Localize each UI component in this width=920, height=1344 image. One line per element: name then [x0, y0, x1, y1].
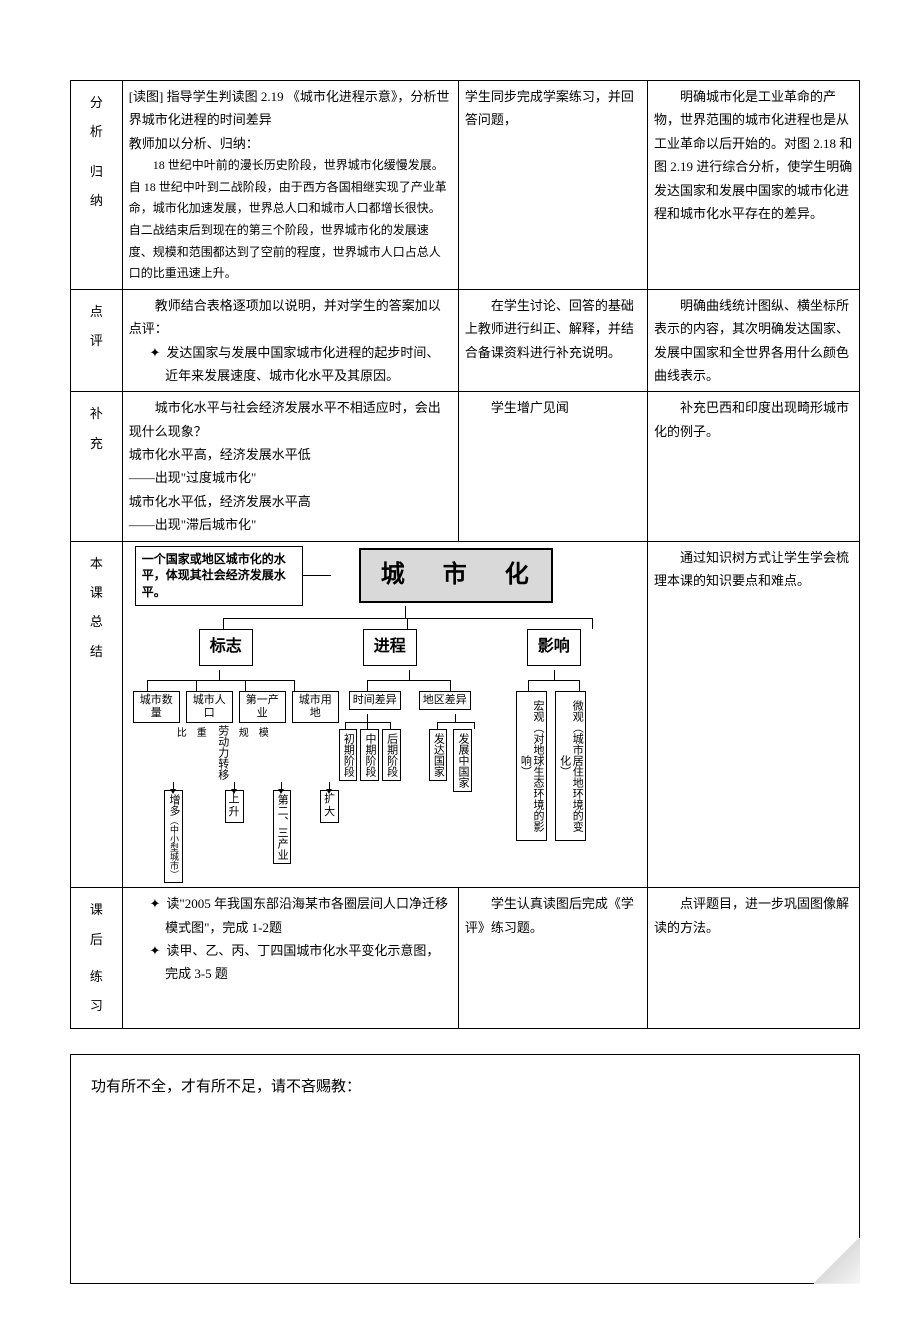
box-early: 初期阶段 — [339, 729, 358, 781]
box-late: 后期阶段 — [382, 729, 401, 781]
txt-bizhong: 比 重 — [177, 725, 207, 743]
row-label-supplement: 补 充 — [71, 392, 123, 541]
row-label-analysis: 分 析 归 纳 — [71, 81, 123, 290]
feedback-prompt: 功有所不全，才有所不足，请不吝赐教： — [91, 1078, 361, 1095]
row-homework: 课 后 练 习 读"2005 年我国东部沿海某市各圈层间人口净迁移模式图"，完成… — [71, 888, 860, 1029]
box-developed: 发达国家 — [429, 729, 448, 781]
box-time-diff: 时间差异 — [349, 691, 401, 710]
feedback-box: 功有所不全，才有所不足，请不吝赐教： — [70, 1054, 860, 1284]
row-label-review: 点 评 — [71, 289, 123, 392]
row-supplement: 补 充 城市化水平与社会经济发展水平不相适应时，会出现什么现象？ 城市化水平高，… — [71, 392, 860, 541]
box-macro: 宏观（对地球生态环境的影响） — [516, 691, 547, 841]
box-primary-ind: 第一产业 — [239, 691, 286, 723]
summary-diagram-cell: 一个国家或地区城市化的水平，体现其社会经济发展水平。 城 市 化 标志 进程 影… — [122, 541, 647, 888]
design-intent: 明确城市化是工业革命的产物，世界范围的城市化进程也是从工业革命以后开始的。对图 … — [648, 81, 860, 290]
design-intent: 点评题目，进一步巩固图像解读的方法。 — [648, 888, 860, 1029]
diamond-icon — [150, 345, 167, 360]
knowledge-tree-diagram: 一个国家或地区城市化的水平，体现其社会经济发展水平。 城 市 化 标志 进程 影… — [129, 546, 641, 884]
box-micro: 微观（城市居住地环境的变化） — [555, 691, 586, 841]
row-analysis: 分 析 归 纳 [读图] 指导学生判读图 2.19 《城市化进程示意》，分析世界… — [71, 81, 860, 290]
teacher-activity: 城市化水平与社会经济发展水平不相适应时，会出现什么现象？ 城市化水平高，经济发展… — [122, 392, 458, 541]
lesson-plan-table: 分 析 归 纳 [读图] 指导学生判读图 2.19 《城市化进程示意》，分析世界… — [70, 80, 860, 1029]
box-city-count: 城市数量 — [133, 691, 180, 723]
box-23ind: 第二、三产业 — [273, 790, 292, 864]
box-city-pop: 城市人口 — [186, 691, 233, 723]
diagram-title: 城 市 化 — [359, 548, 553, 603]
design-intent: 补充巴西和印度出现畸形城市化的例子。 — [648, 392, 860, 541]
student-activity: 学生认真读图后完成《学评》练习题。 — [458, 888, 647, 1029]
head-yingxiang: 影响 — [527, 629, 581, 666]
txt-guimo: 规 模 — [239, 725, 269, 743]
student-activity: 学生同步完成学案练习，并回答问题， — [458, 81, 647, 290]
page-corner-fold-icon — [814, 1238, 860, 1284]
read-figure-tag: [读图] — [129, 89, 164, 104]
box-area-diff: 地区差异 — [419, 691, 471, 710]
row-review: 点 评 教师结合表格逐项加以说明，并对学生的答案加以点评： 发达国家与发展中国家… — [71, 289, 860, 392]
teacher-activity: 读"2005 年我国东部沿海某市各圈层间人口净迁移模式图"，完成 1-2题 读甲… — [122, 888, 458, 1029]
box-rise: 上升 — [225, 790, 244, 822]
student-activity: 在学生讨论、回答的基础上教师进行纠正、解释，并结合备课资料进行补充说明。 — [458, 289, 647, 392]
row-summary: 本 课 总 结 一个国家或地区城市化的水平，体现其社会经济发展水平。 城 市 化 — [71, 541, 860, 888]
head-jincheng: 进程 — [363, 629, 417, 666]
box-developing: 发展中国家 — [453, 729, 472, 792]
diamond-icon — [150, 896, 167, 911]
design-intent: 明确曲线统计图纵、横坐标所表示的内容，其次明确发达国家、发展中国家和全世界各用什… — [648, 289, 860, 392]
row-label-summary: 本 课 总 结 — [71, 541, 123, 888]
diamond-icon — [150, 943, 167, 958]
teacher-activity: [读图] 指导学生判读图 2.19 《城市化进程示意》，分析世界城市化进程的时间… — [122, 81, 458, 290]
row-label-homework: 课 后 练 习 — [71, 888, 123, 1029]
teacher-activity: 教师结合表格逐项加以说明，并对学生的答案加以点评： 发达国家与发展中国家城市化进… — [122, 289, 458, 392]
box-expand: 扩大 — [320, 790, 339, 822]
box-city-land: 城市用地 — [292, 691, 339, 723]
design-intent: 通过知识树方式让学生学会梳理本课的知识要点和难点。 — [648, 541, 860, 888]
head-biaozhi: 标志 — [199, 629, 253, 666]
box-mid: 中期阶段 — [360, 729, 379, 781]
diagram-sidenote: 一个国家或地区城市化的水平，体现其社会经济发展水平。 — [135, 546, 303, 606]
box-zengduo: 增多（中小型城市） — [164, 790, 183, 883]
txt-labor: 劳动力转移 — [217, 725, 229, 780]
student-activity: 学生增广见闻 — [458, 392, 647, 541]
footer-region: 功有所不全，才有所不足，请不吝赐教： — [70, 1054, 860, 1314]
